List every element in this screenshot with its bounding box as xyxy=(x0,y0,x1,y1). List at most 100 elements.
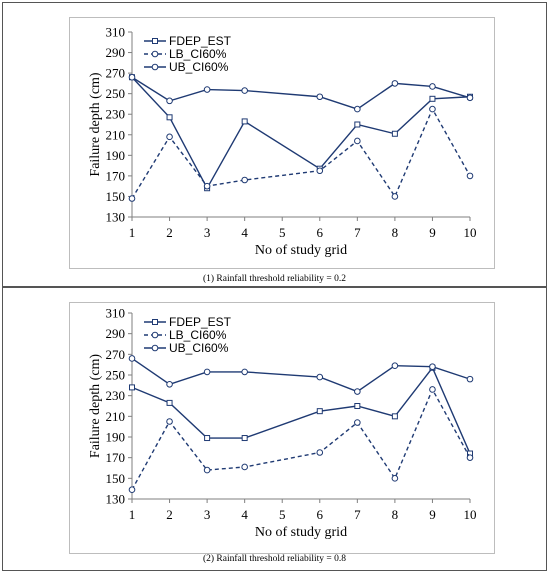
data-point-circle xyxy=(429,83,436,90)
data-point-circle xyxy=(241,368,248,376)
data-point-square xyxy=(354,121,361,128)
x-tick-label: 1 xyxy=(129,507,136,522)
data-point-square xyxy=(166,114,173,121)
data-point-circle xyxy=(203,368,211,376)
y-tick-label: 190 xyxy=(106,430,126,445)
data-point-circle xyxy=(354,105,361,113)
x-tick-label: 4 xyxy=(241,225,248,240)
legend-label: LB_CI60% xyxy=(169,47,227,61)
data-point-circle xyxy=(391,193,399,200)
legend-label: LB_CI60% xyxy=(169,328,227,342)
y-tick-label: 310 xyxy=(106,25,126,40)
data-point-circle xyxy=(128,195,136,202)
legend-marker-circle xyxy=(151,63,159,71)
y-tick-label: 310 xyxy=(106,306,126,321)
y-tick-label: 250 xyxy=(106,86,126,101)
legend-label: FDEP_EST xyxy=(169,315,232,329)
x-tick-label: 1 xyxy=(129,225,136,240)
x-tick-label: 9 xyxy=(429,225,436,240)
x-tick-label: 2 xyxy=(166,507,173,522)
y-tick-label: 270 xyxy=(106,347,126,362)
y-tick-label: 210 xyxy=(106,409,126,424)
legend-marker-circle xyxy=(151,50,159,58)
data-point-circle xyxy=(128,355,136,362)
x-tick-label: 3 xyxy=(204,225,211,240)
data-point-circle xyxy=(241,176,248,184)
x-tick-label: 8 xyxy=(392,225,399,240)
y-tick-label: 170 xyxy=(106,168,126,183)
x-tick-label: 6 xyxy=(317,225,324,240)
chart-panel-2: 130 150 170 190 210 230 250 270 290 310 1 2 3 4 5 6 7 8 9 1… xyxy=(2,287,547,571)
legend-label: UB_CI60% xyxy=(169,341,229,355)
legend-marker-square xyxy=(152,319,158,325)
x-tick-label: 8 xyxy=(392,507,399,522)
legend-label: UB_CI60% xyxy=(169,60,229,74)
legend-label: FDEP_EST xyxy=(169,34,232,48)
data-point-circle xyxy=(466,94,474,102)
x-tick-label: 5 xyxy=(279,225,286,240)
y-tick-label: 170 xyxy=(106,450,126,465)
chart-caption-2: (2) Rainfall threshold reliability = 0.8 xyxy=(202,554,347,564)
data-point-circle xyxy=(316,93,324,101)
y-tick-label: 150 xyxy=(106,189,126,204)
y-tick-label: 230 xyxy=(106,107,126,122)
series-line-lb-ci60- xyxy=(131,387,471,491)
data-point-circle xyxy=(203,86,211,93)
chart-caption-1: (1) Rainfall threshold reliability = 0.2 xyxy=(202,274,347,284)
data-point-square xyxy=(166,399,173,406)
chart-svg-1: 130 150 170 190 210 230 250 270 290 310 1 2 3 4 5 6 7 8 9 1… xyxy=(88,25,477,259)
y-tick-label: 210 xyxy=(106,127,126,142)
data-point-circle xyxy=(466,375,474,383)
legend-marker-circle xyxy=(151,331,159,339)
data-point-circle xyxy=(354,137,361,145)
data-point-circle xyxy=(203,466,211,474)
data-point-circle xyxy=(241,463,248,471)
data-point-circle xyxy=(391,80,399,87)
data-point-circle xyxy=(466,172,474,180)
y-tick-label: 150 xyxy=(106,471,126,486)
data-point-square xyxy=(429,95,436,102)
data-point-circle xyxy=(466,454,474,461)
data-point-circle xyxy=(429,105,436,113)
x-tick-label: 5 xyxy=(279,507,286,522)
x-tick-label: 10 xyxy=(464,225,477,240)
x-tick-label: 7 xyxy=(354,225,361,240)
data-point-circle xyxy=(391,475,399,482)
chart-area-1 xyxy=(69,17,495,269)
series-line-ub-ci60- xyxy=(131,76,471,110)
x-axis-title: No of study grid xyxy=(255,525,347,540)
x-tick-label: 3 xyxy=(204,507,211,522)
data-point-square xyxy=(391,413,398,420)
data-point-circle xyxy=(354,388,361,395)
series-line-fdep-est xyxy=(131,76,471,190)
data-point-circle xyxy=(354,419,361,426)
x-tick-label: 2 xyxy=(166,225,173,240)
y-tick-label: 290 xyxy=(106,45,126,60)
data-point-square xyxy=(316,408,323,415)
series-line-ub-ci60- xyxy=(131,357,471,393)
y-tick-label: 270 xyxy=(106,66,126,81)
x-tick-label: 6 xyxy=(317,507,324,522)
data-point-square xyxy=(241,118,248,125)
data-point-circle xyxy=(241,87,248,94)
legend-marker-circle xyxy=(151,344,159,352)
legend-marker-square xyxy=(152,38,158,44)
data-point-circle xyxy=(316,373,324,381)
data-point-circle xyxy=(429,386,436,393)
data-point-square xyxy=(241,435,248,442)
y-tick-label: 250 xyxy=(106,368,126,383)
series-line-lb-ci60- xyxy=(131,107,471,199)
y-tick-label: 190 xyxy=(106,148,126,163)
data-point-circle xyxy=(316,167,324,175)
data-point-circle xyxy=(166,133,173,141)
x-tick-label: 10 xyxy=(464,507,477,522)
data-point-circle xyxy=(166,381,173,388)
data-point-circle xyxy=(203,182,211,190)
data-point-circle xyxy=(128,486,136,493)
y-tick-label: 130 xyxy=(106,492,126,507)
y-axis-title: Failure depth (cm) xyxy=(88,72,103,177)
data-point-square xyxy=(391,130,398,137)
chart-panel-1: 130 150 170 190 210 230 250 270 290 310 1 2 3 4 5 6 7 8 9 1… xyxy=(2,2,547,287)
chart-area-2 xyxy=(69,302,495,554)
data-point-circle xyxy=(391,362,399,369)
